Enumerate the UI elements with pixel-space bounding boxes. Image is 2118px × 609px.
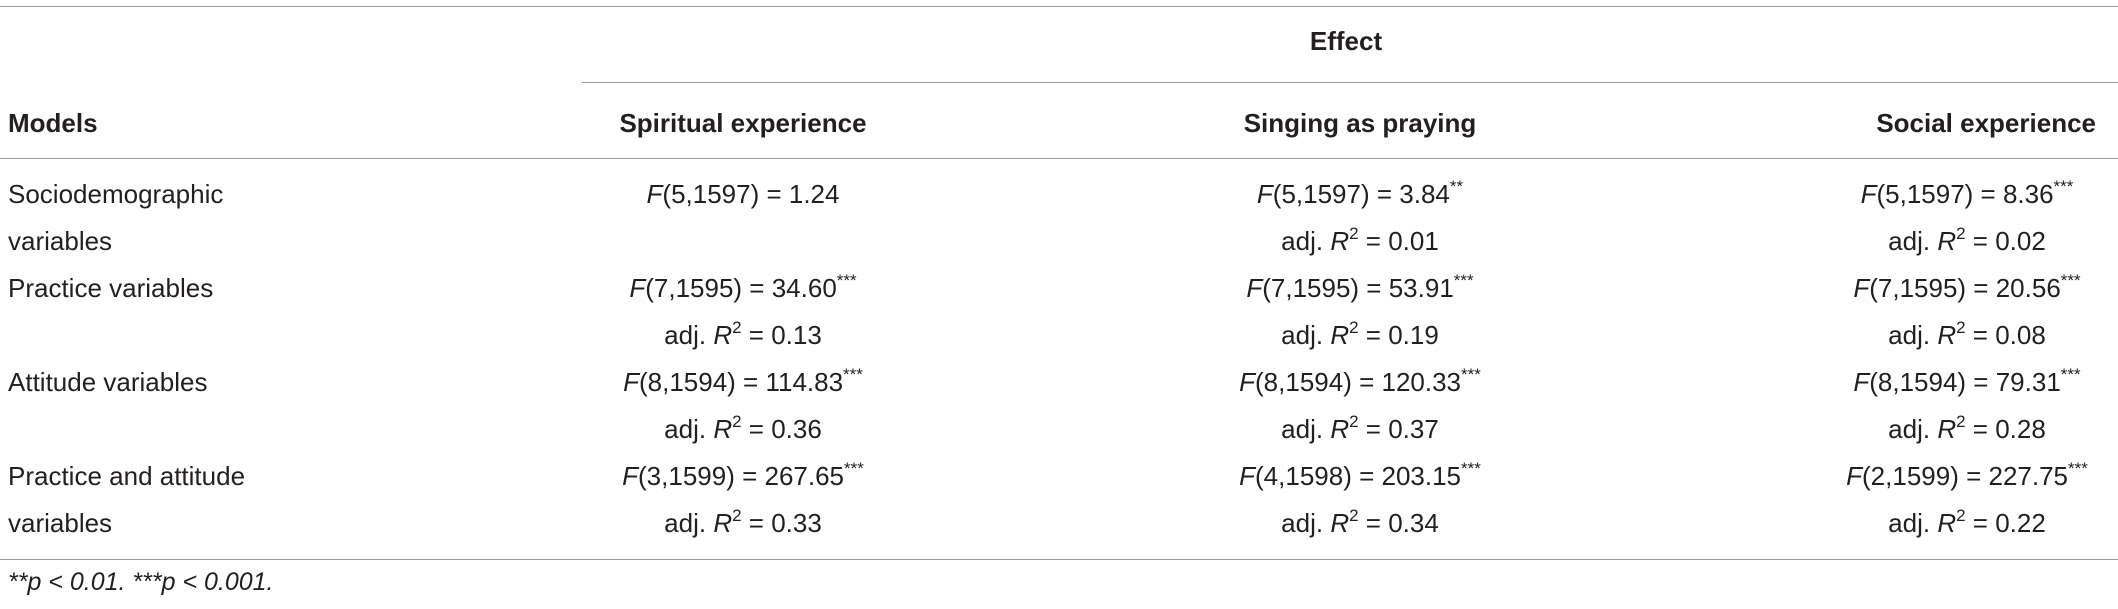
adj-r2-cell: adj. R2 = 0.02: [1888, 224, 2046, 256]
adj-r2-cell: adj. R2 = 0.01: [1281, 224, 1439, 256]
model-label: Practice variables: [8, 273, 214, 303]
adj-r2-cell: adj. R2 = 0.19: [1281, 318, 1439, 350]
adj-r2-cell: adj. R2 = 0.36: [664, 412, 822, 444]
column-header-spiritual: Spiritual experience: [619, 108, 867, 138]
f-stat-cell: F(5,1597) = 3.84**: [1256, 177, 1464, 209]
model-label: Attitude variables: [8, 367, 208, 397]
f-stat-cell: F(4,1598) = 203.15***: [1239, 459, 1481, 491]
adj-r2-cell: adj. R2 = 0.28: [1888, 412, 2046, 444]
model-label-continued: variables: [8, 226, 113, 256]
column-header-social: Social experience: [1876, 108, 2096, 138]
f-stat-cell: F(7,1595) = 53.91***: [1246, 271, 1474, 303]
adj-r2-cell: adj. R2 = 0.13: [664, 318, 822, 350]
adj-r2-cell: adj. R2 = 0.22: [1888, 506, 2046, 538]
f-stat-cell: F(5,1597) = 8.36***: [1860, 177, 2074, 209]
f-stat-cell: F(7,1595) = 34.60***: [629, 271, 857, 303]
f-stat-cell: F(3,1599) = 267.65***: [622, 459, 864, 491]
adj-r2-cell: adj. R2 = 0.08: [1888, 318, 2046, 350]
model-label-continued: variables: [8, 508, 113, 538]
f-stat-cell: F(8,1594) = 114.83***: [623, 365, 863, 397]
table-footnote: **p < 0.01. ***p < 0.001.: [8, 568, 274, 596]
model-label: Sociodemographic: [8, 179, 224, 209]
f-stat-cell: F(2,1599) = 227.75***: [1846, 459, 2088, 491]
f-stat-cell: F(7,1595) = 20.56***: [1853, 271, 2081, 303]
column-header-singing: Singing as praying: [1243, 108, 1477, 138]
top-rule: [0, 6, 2118, 7]
adj-r2-cell: adj. R2 = 0.37: [1281, 412, 1439, 444]
effect-header: Effect: [1309, 26, 1383, 56]
adj-r2-cell: adj. R2 = 0.34: [1281, 506, 1439, 538]
f-stat-cell: F(5,1597) = 1.24: [646, 179, 840, 209]
header-rule: [0, 158, 2118, 159]
model-label: Practice and attitude: [8, 461, 246, 491]
f-stat-cell: F(8,1594) = 79.31***: [1853, 365, 2081, 397]
models-header: Models: [8, 108, 98, 138]
bottom-rule: [0, 559, 2118, 560]
f-stat-cell: F(8,1594) = 120.33***: [1239, 365, 1481, 397]
adj-r2-cell: adj. R2 = 0.33: [664, 506, 822, 538]
effect-rule: [582, 82, 2118, 83]
